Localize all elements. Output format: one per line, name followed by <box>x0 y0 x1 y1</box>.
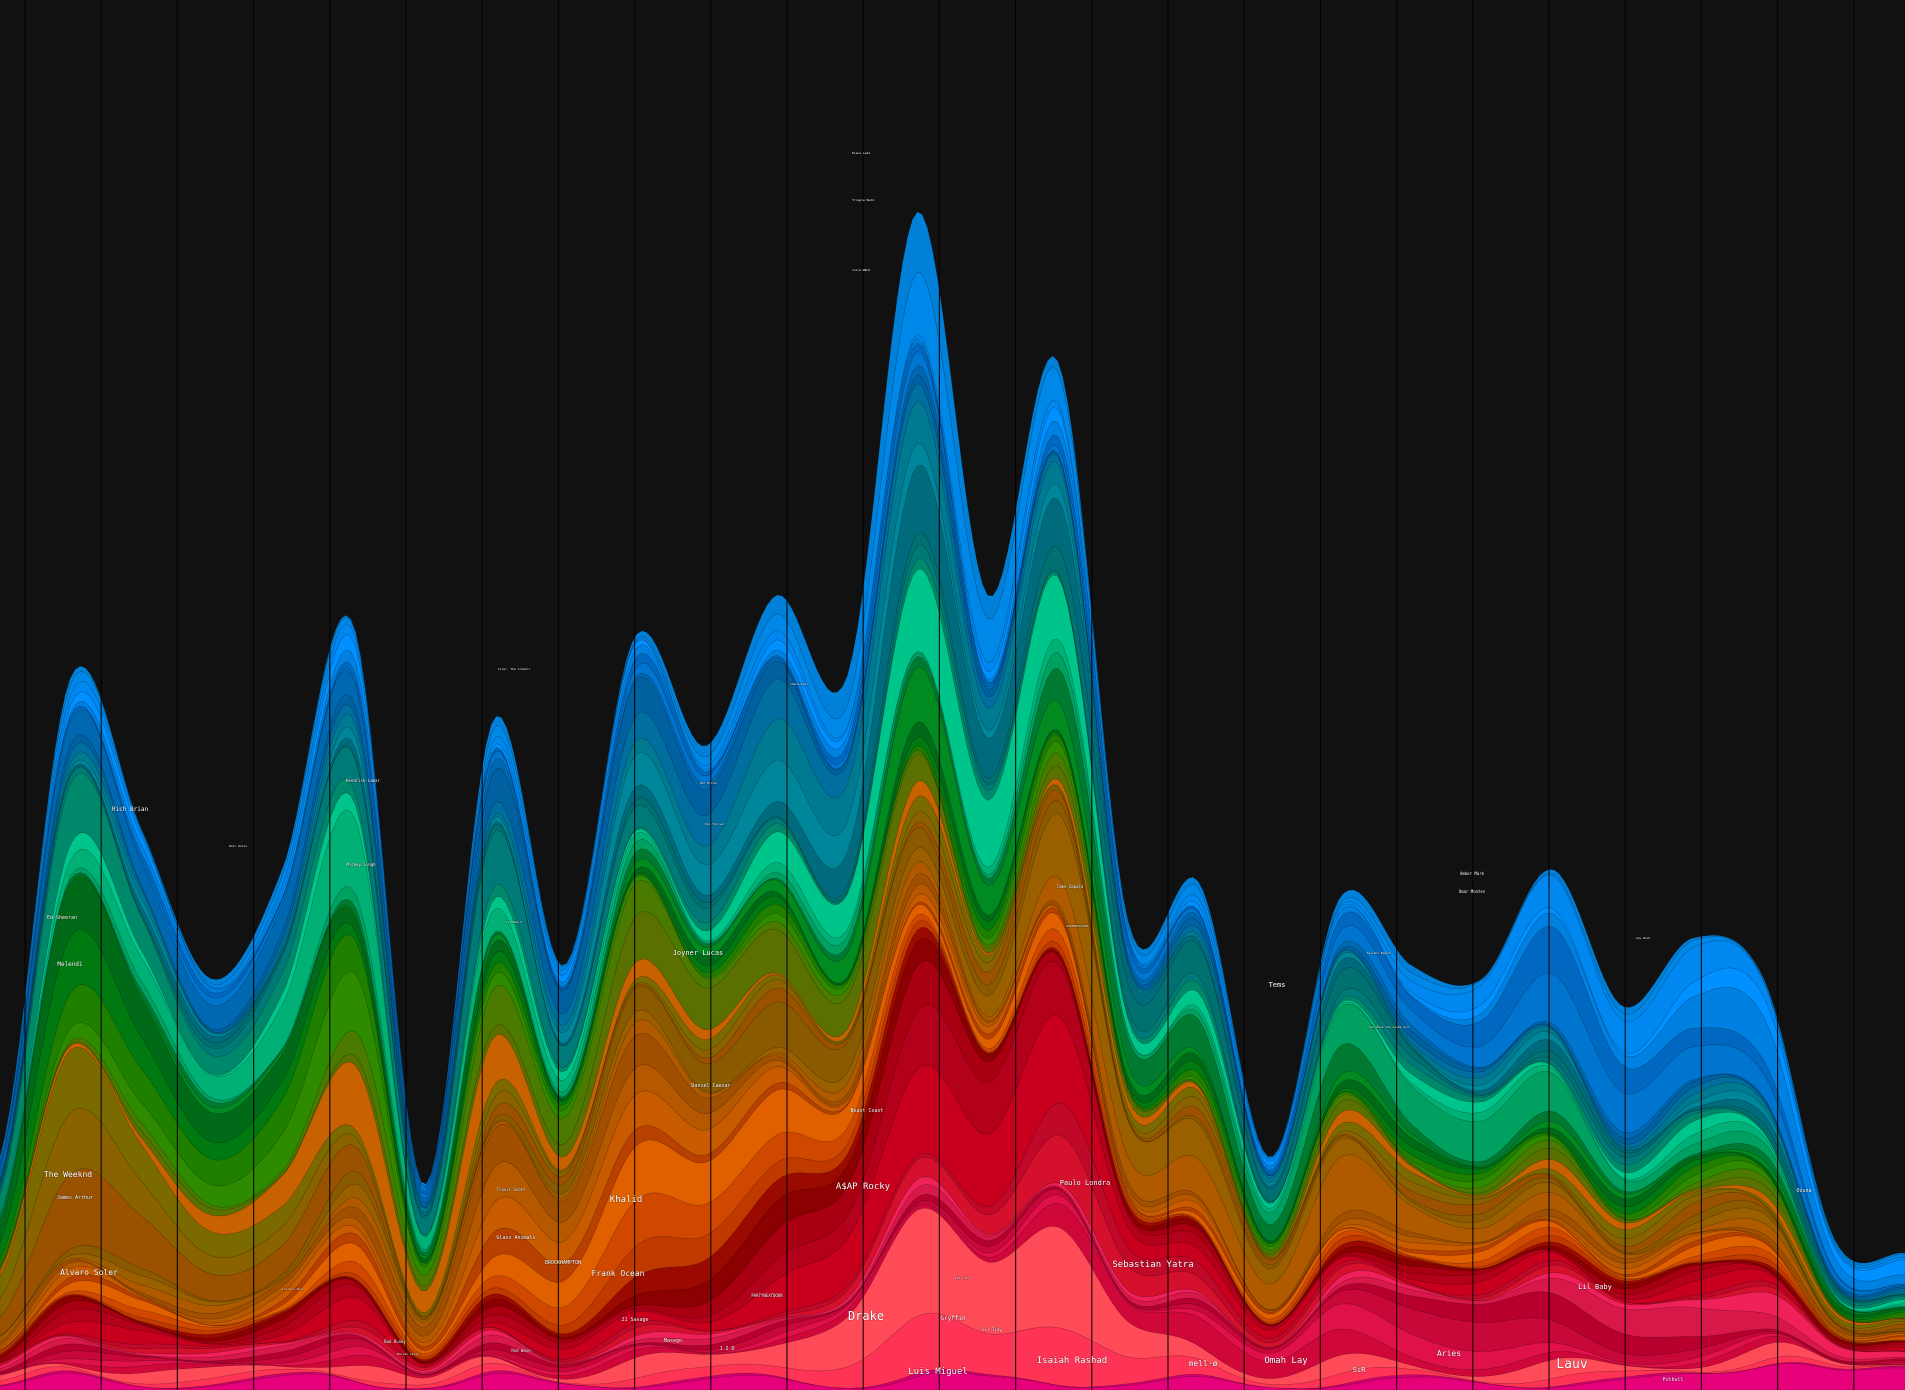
artist-label: Juice WRLD <box>852 268 870 272</box>
artist-label: Travis Scott <box>497 1187 526 1192</box>
stream-layers <box>0 211 1905 1390</box>
artist-label: Amber Mark <box>1460 871 1485 876</box>
artist-label: Masego <box>664 1338 682 1344</box>
artist-label: mell-ø <box>1189 1359 1218 1368</box>
artist-label: Lauv <box>1556 1357 1587 1372</box>
artist-label: Kendrick Lamar <box>346 778 380 783</box>
artist-label: Bad Bunny <box>384 1339 406 1344</box>
artist-label: Luis Miguel <box>908 1367 968 1377</box>
artist-label: Mariah Carey <box>397 1352 419 1356</box>
artist-label: Ski Mask the Slump God <box>1369 1025 1409 1029</box>
artist-label: Tyler, The Creator <box>498 667 531 671</box>
vertical-gridlines <box>24 0 1855 1390</box>
artist-label: Alvaro Soler <box>60 1268 118 1277</box>
artist-label: 21 Savage <box>621 1317 648 1323</box>
artist-label: Paulo Londra <box>1060 1179 1111 1187</box>
artist-label: Aries <box>1437 1349 1461 1358</box>
artist-label: Glass Animals <box>496 1235 535 1241</box>
artist-label: Mickey Singh <box>347 862 376 867</box>
artist-label: Khalid <box>610 1195 643 1205</box>
artist-label: Lil Tjay <box>982 1327 1002 1332</box>
artist-label: Lil Baby <box>1578 1283 1612 1291</box>
artist-label: J.I.D <box>719 1346 734 1352</box>
artist-label: Omar Montes <box>1459 889 1486 894</box>
artist-label: PARTYNEXTDOOR <box>751 1293 783 1298</box>
artist-label: Daniel Caesar <box>691 1083 730 1089</box>
artist-label: BROCKHAMPTON <box>545 1260 581 1266</box>
artist-label: A$AP Rocky <box>836 1182 891 1192</box>
artist-label: Gryffin <box>940 1315 966 1322</box>
stream-layer-mariah-carey <box>0 211 1905 1266</box>
artist-label: Omah Lay <box>1264 1356 1308 1366</box>
artist-label: Sebastian Yatra <box>1112 1260 1193 1270</box>
artist-label: Kid Cudi <box>955 1276 970 1280</box>
artist-label: Pitbull <box>1662 1377 1683 1383</box>
artist-label: XXXTENTACION <box>1066 924 1088 928</box>
artist-label: Mac Miller <box>700 781 718 785</box>
artist-label: Lil Nas X <box>506 920 522 924</box>
artist-label: Isaiah Rashad <box>1037 1356 1107 1366</box>
artist-label: Don Toliver <box>705 822 725 826</box>
artist-label: Kiana Ledé <box>852 151 870 155</box>
artist-label: Tanishk Bagchi <box>1366 951 1391 955</box>
artist-label: Jay Rock <box>1636 936 1651 940</box>
artist-label: Tame Impala <box>1057 884 1084 889</box>
artist-label: Ed Sheeran <box>47 915 77 921</box>
artist-label: Melendi <box>57 961 83 968</box>
artist-label: The Weeknd <box>44 1170 92 1179</box>
artist-label: Trippie Redd <box>852 198 874 202</box>
artist-label: Lil Uzi Vert <box>282 1287 304 1291</box>
artist-label: Beast Coast <box>850 1108 883 1114</box>
artist-label: SiR <box>1353 1366 1366 1374</box>
artist-label: Rod Wave <box>511 1348 531 1353</box>
artist-label: James Arthur <box>57 1195 93 1201</box>
artist-labels: Lauv Pitbull Luis Miguel Drake Isaiah Rashad… <box>44 151 1812 1384</box>
artist-label: Jhené Aiko <box>790 682 808 686</box>
artist-label: Frank Ocean <box>592 1269 645 1278</box>
artist-label: Rich Brian <box>112 806 149 813</box>
artist-label: Tems <box>1269 981 1286 989</box>
artist-label: Drake <box>848 1309 884 1323</box>
artist-label: Joyner Lucas <box>673 949 724 957</box>
artist-label: Kali Uchis <box>229 844 247 848</box>
artist-label: Ozuna <box>1796 1188 1811 1194</box>
